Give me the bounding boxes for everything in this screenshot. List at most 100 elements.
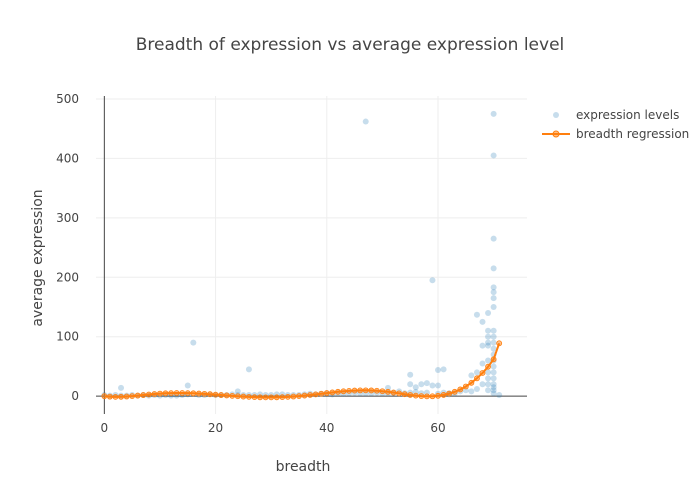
regression-point: [195, 390, 202, 397]
regression-point: [423, 393, 430, 400]
expression-point: [429, 277, 436, 284]
regression-point: [101, 393, 108, 400]
expression-point: [490, 381, 497, 388]
expression-point: [435, 367, 442, 374]
x-tick-label: 20: [208, 421, 223, 435]
regression-point: [312, 391, 319, 398]
expression-point: [490, 284, 497, 291]
expression-point: [184, 382, 191, 389]
expression-point: [473, 386, 480, 393]
expression-point: [485, 369, 492, 376]
expression-point: [490, 390, 497, 397]
regression-point: [479, 370, 486, 376]
regression-point: [357, 387, 364, 394]
legend-marker-line-point: [552, 130, 560, 138]
regression-point: [318, 390, 325, 397]
legend-marker-points: [553, 112, 559, 118]
expression-point: [490, 265, 497, 272]
regression-point: [107, 393, 113, 400]
expression-point: [490, 289, 497, 296]
regression-point: [118, 393, 124, 400]
expression-point: [479, 381, 486, 388]
regression-point: [446, 390, 453, 397]
expression-point: [362, 118, 369, 125]
regression-point: [223, 392, 230, 399]
expression-point: [234, 388, 241, 395]
regression-point: [151, 391, 158, 397]
expression-point: [485, 342, 492, 349]
regression-point: [323, 390, 330, 396]
regression-point: [468, 379, 475, 386]
legend-item-breadth-regression[interactable]: breadth regression: [542, 127, 689, 141]
regression-point: [262, 394, 269, 401]
y-tick-label: 300: [56, 211, 79, 225]
regression-point: [207, 391, 213, 398]
expression-point: [245, 366, 252, 373]
legend: expression levels breadth regression: [542, 108, 689, 141]
x-axis-ticks: 0 20 40 60: [101, 421, 446, 435]
regression-point: [246, 393, 252, 400]
expression-point: [490, 110, 497, 117]
regression-point: [201, 390, 208, 397]
regression-point: [212, 391, 219, 398]
regression-point: [340, 388, 347, 395]
regression-point: [279, 394, 286, 401]
regression-point: [401, 391, 408, 398]
regression-point: [190, 390, 197, 397]
expression-point: [479, 318, 486, 325]
regression-point: [496, 340, 503, 347]
regression-point: [462, 383, 469, 390]
regression-point: [140, 392, 147, 398]
expression-point: [485, 357, 492, 364]
expression-point: [118, 384, 125, 391]
axes: [96, 96, 527, 414]
regression-point: [301, 392, 308, 399]
expression-point: [485, 387, 492, 394]
expression-point: [490, 375, 497, 382]
breadth-regression-series: [101, 340, 503, 401]
legend-item-expression-levels[interactable]: expression levels: [553, 108, 679, 122]
regression-point: [346, 387, 352, 394]
regression-point: [373, 387, 380, 394]
expression-levels-series: [101, 110, 503, 399]
regression-point: [290, 393, 297, 400]
expression-point: [468, 388, 475, 395]
expression-point: [440, 366, 447, 373]
x-tick-label: 0: [101, 421, 109, 435]
regression-point: [429, 393, 436, 400]
regression-point: [457, 386, 464, 393]
regression-point: [229, 392, 236, 399]
regression-point: [407, 392, 414, 398]
y-tick-label: 0: [71, 389, 79, 403]
regression-point: [412, 392, 419, 399]
y-tick-label: 500: [56, 92, 79, 106]
regression-point: [123, 393, 130, 400]
regression-point: [362, 387, 369, 394]
expression-point: [418, 381, 425, 388]
regression-point: [218, 392, 225, 398]
expression-point: [485, 327, 492, 334]
regression-point: [296, 393, 302, 400]
expression-point: [423, 380, 430, 387]
expression-point: [485, 309, 492, 316]
expression-point: [485, 375, 492, 382]
expression-point: [190, 339, 197, 346]
legend-label-expression-levels: expression levels: [576, 108, 679, 122]
expression-point: [490, 369, 497, 376]
x-tick-label: 40: [319, 421, 334, 435]
regression-point: [335, 388, 341, 395]
regression-point: [368, 387, 375, 394]
expression-point: [468, 372, 475, 379]
expression-point: [485, 339, 492, 346]
regression-point: [168, 390, 174, 397]
legend-label-breadth-regression: breadth regression: [576, 127, 689, 141]
regression-point: [351, 387, 358, 394]
regression-point: [173, 390, 180, 396]
gridlines: [96, 96, 527, 414]
expression-point: [490, 304, 497, 311]
regression-point: [268, 394, 275, 401]
regression-point: [240, 393, 247, 400]
expression-point: [473, 369, 480, 376]
regression-point: [157, 390, 163, 397]
